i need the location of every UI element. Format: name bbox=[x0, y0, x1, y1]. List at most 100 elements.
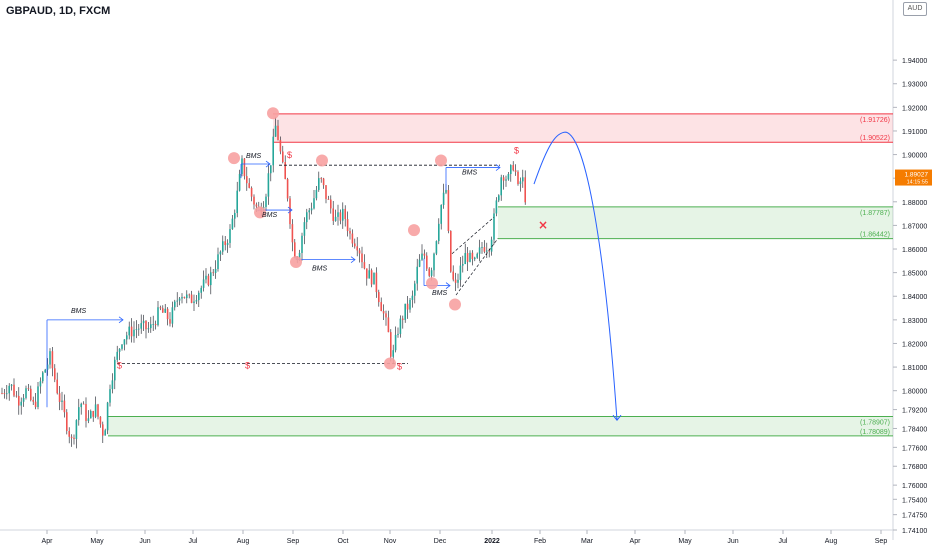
y-tick-label: 1.88000 bbox=[902, 200, 927, 207]
candle-up bbox=[116, 351, 118, 360]
candle-up bbox=[128, 326, 130, 336]
candle-down bbox=[73, 437, 75, 439]
candle-up bbox=[22, 397, 25, 402]
y-tick-label: 1.94000 bbox=[902, 58, 927, 65]
candle-down bbox=[159, 307, 162, 309]
axis-currency-button[interactable]: AUD bbox=[903, 2, 927, 16]
candle-down bbox=[344, 208, 346, 220]
candle-down bbox=[524, 177, 526, 203]
bms-arrow-head bbox=[445, 282, 451, 289]
candle-down bbox=[99, 416, 102, 425]
candle-down bbox=[339, 212, 342, 221]
candle-down bbox=[320, 178, 322, 179]
bms-arrow-head bbox=[265, 160, 271, 168]
candle-up bbox=[433, 253, 435, 271]
wedge-lower-line bbox=[455, 238, 499, 296]
candle-up bbox=[210, 272, 212, 286]
candle-down bbox=[30, 388, 32, 400]
x-tick-label: Sep bbox=[875, 538, 888, 545]
candle-down bbox=[169, 319, 171, 324]
swing-circle bbox=[449, 298, 461, 311]
candle-up bbox=[229, 229, 231, 243]
candle-up bbox=[334, 216, 337, 221]
bms-arrow-head bbox=[118, 316, 124, 324]
zone-bottom-label: (1.90522) bbox=[860, 135, 890, 142]
y-tick-label: 1.75400 bbox=[902, 497, 927, 504]
candle-up bbox=[46, 364, 49, 370]
candle-down bbox=[454, 279, 457, 283]
candle-up bbox=[42, 372, 44, 382]
candle-up bbox=[152, 324, 154, 325]
candle-up bbox=[126, 335, 128, 340]
candles bbox=[1, 117, 526, 449]
bms-label: BMS bbox=[262, 212, 278, 219]
candle-up bbox=[438, 223, 440, 242]
candle-down bbox=[286, 179, 289, 199]
candle-down bbox=[354, 243, 356, 247]
candle-up bbox=[440, 204, 442, 224]
candle-down bbox=[58, 393, 61, 402]
candle-up bbox=[397, 333, 399, 335]
x-tick-label: 2022 bbox=[484, 538, 500, 545]
candle-up bbox=[368, 270, 370, 279]
candle-down bbox=[246, 176, 248, 184]
candle-down bbox=[382, 310, 385, 314]
candle-up bbox=[157, 307, 159, 326]
candle-up bbox=[140, 323, 142, 329]
liquidity-label: $ bbox=[397, 361, 402, 371]
candle-down bbox=[466, 253, 469, 262]
candle-up bbox=[118, 348, 121, 352]
candle-up bbox=[214, 268, 217, 273]
resistance-zone bbox=[273, 113, 893, 143]
zone-top-label: (1.78907) bbox=[860, 419, 890, 426]
candle-up bbox=[392, 350, 394, 357]
candle-down bbox=[97, 404, 99, 417]
candle-down bbox=[15, 395, 18, 397]
candle-up bbox=[80, 403, 82, 408]
candle-up bbox=[20, 401, 22, 406]
candle-up bbox=[205, 275, 207, 280]
candle-down bbox=[63, 400, 66, 413]
candle-down bbox=[512, 165, 514, 171]
candle-up bbox=[265, 196, 267, 207]
candle-down bbox=[346, 219, 349, 232]
candle-down bbox=[32, 399, 34, 402]
y-tick-label: 1.92000 bbox=[902, 105, 927, 112]
x-tick-label: May bbox=[678, 538, 692, 545]
support-zone bbox=[498, 206, 893, 239]
y-tick-label: 1.85000 bbox=[902, 271, 927, 278]
candle-down bbox=[291, 224, 294, 243]
candle-down bbox=[406, 303, 409, 310]
candle-down bbox=[66, 412, 68, 431]
candle-down bbox=[3, 393, 6, 394]
swing-circle bbox=[426, 277, 438, 290]
candle-down bbox=[68, 430, 70, 437]
candle-down bbox=[450, 230, 452, 272]
candle-up bbox=[409, 299, 411, 310]
bms-arrow-head bbox=[495, 164, 501, 171]
candle-up bbox=[241, 158, 243, 174]
candle-up bbox=[217, 254, 219, 269]
candle-up bbox=[418, 259, 421, 267]
projection-curve bbox=[533, 131, 618, 421]
candle-up bbox=[198, 292, 200, 301]
x-tick-label: Jul bbox=[779, 538, 788, 545]
candle-down bbox=[366, 268, 368, 279]
candle-up bbox=[464, 253, 466, 265]
candle-up bbox=[298, 252, 301, 261]
support-zone bbox=[108, 416, 893, 436]
candle-down bbox=[471, 252, 474, 260]
candle-down bbox=[166, 308, 169, 320]
candle-up bbox=[306, 212, 308, 223]
candle-down bbox=[294, 242, 296, 258]
y-tick-label: 1.87000 bbox=[902, 223, 927, 230]
candle-down bbox=[243, 158, 246, 177]
candle-up bbox=[8, 385, 10, 394]
candle-down bbox=[330, 199, 332, 209]
candle-up bbox=[121, 344, 123, 349]
candle-down bbox=[51, 351, 54, 369]
candle-down bbox=[387, 317, 390, 333]
candle-up bbox=[87, 418, 90, 421]
candle-up bbox=[193, 301, 195, 303]
